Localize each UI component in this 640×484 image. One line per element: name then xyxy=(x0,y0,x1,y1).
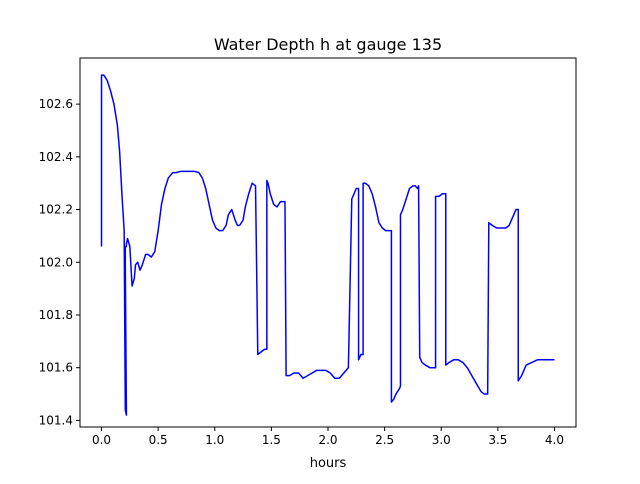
x-axis-label: hours xyxy=(310,456,347,471)
chart-title: Water Depth h at gauge 135 xyxy=(214,35,442,54)
y-tick-label: 102.4 xyxy=(39,150,73,164)
x-tick-label: 0.0 xyxy=(92,433,111,447)
x-tick-label: 1.5 xyxy=(262,433,281,447)
x-tick-label: 0.5 xyxy=(149,433,168,447)
y-tick-label: 102.2 xyxy=(39,203,73,217)
x-tick-label: 2.5 xyxy=(375,433,394,447)
x-tick-label: 4.0 xyxy=(545,433,564,447)
y-tick-label: 101.6 xyxy=(39,361,73,375)
x-tick-label: 3.0 xyxy=(432,433,451,447)
series-line-0 xyxy=(100,74,555,416)
x-tick-label: 3.5 xyxy=(488,433,507,447)
y-tick-label: 101.8 xyxy=(39,308,73,322)
x-tick-label: 2.0 xyxy=(318,433,337,447)
x-tick-label: 1.0 xyxy=(205,433,224,447)
y-tick-label: 102.6 xyxy=(39,97,73,111)
y-tick-label: 101.4 xyxy=(39,413,73,427)
y-tick-label: 102.0 xyxy=(39,255,73,269)
